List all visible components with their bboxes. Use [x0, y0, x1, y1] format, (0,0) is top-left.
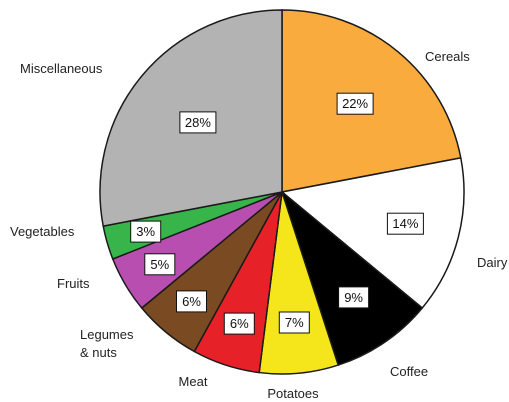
- category-label-coffee: Coffee: [390, 364, 428, 379]
- percent-label-miscellaneous: 28%: [185, 115, 211, 130]
- pie-labels: 22% Cereals 14% Dairy 9% Coffee 7% Potatoes 6% Me…: [10, 49, 508, 401]
- percent-box-potatoes: [278, 311, 310, 334]
- category-label-dairy: Dairy: [477, 255, 508, 270]
- percent-label-fruits: 5%: [150, 257, 169, 272]
- percent-box-vegetables: [130, 220, 162, 243]
- pie-slice-coffee: [280, 189, 424, 367]
- percent-box-meat: [223, 312, 255, 335]
- percent-box-coffee: [338, 286, 370, 309]
- percent-label-potatoes: 7%: [285, 315, 304, 330]
- category-label-miscellaneous: Miscellaneous: [20, 61, 103, 76]
- percent-label-coffee: 9%: [344, 290, 363, 305]
- percent-label-dairy: 14%: [392, 216, 418, 231]
- percent-label-meat: 6%: [230, 316, 249, 331]
- percent-box-dairy: [386, 212, 424, 235]
- percent-box-miscellaneous: [179, 111, 217, 134]
- category-label-cereals: Cereals: [425, 49, 470, 64]
- percent-box-cereals: [336, 92, 374, 115]
- percent-box-legumes-and-nuts: [176, 290, 207, 313]
- category-label-potatoes: Potatoes: [267, 386, 319, 401]
- category-label-vegetables: Vegetables: [10, 224, 75, 239]
- pie-slice-dairy: [280, 157, 465, 310]
- percent-label-cereals: 22%: [342, 96, 368, 111]
- category-label-fruits: Fruits: [57, 276, 90, 291]
- percent-box-fruits: [144, 253, 176, 276]
- percent-label-legumes-and-nuts: 6%: [182, 294, 201, 309]
- category-label-meat: Meat: [179, 374, 208, 389]
- percent-label-vegetables: 3%: [136, 224, 155, 239]
- category-label-legumes-and-nuts: Legumes & nuts: [80, 327, 134, 360]
